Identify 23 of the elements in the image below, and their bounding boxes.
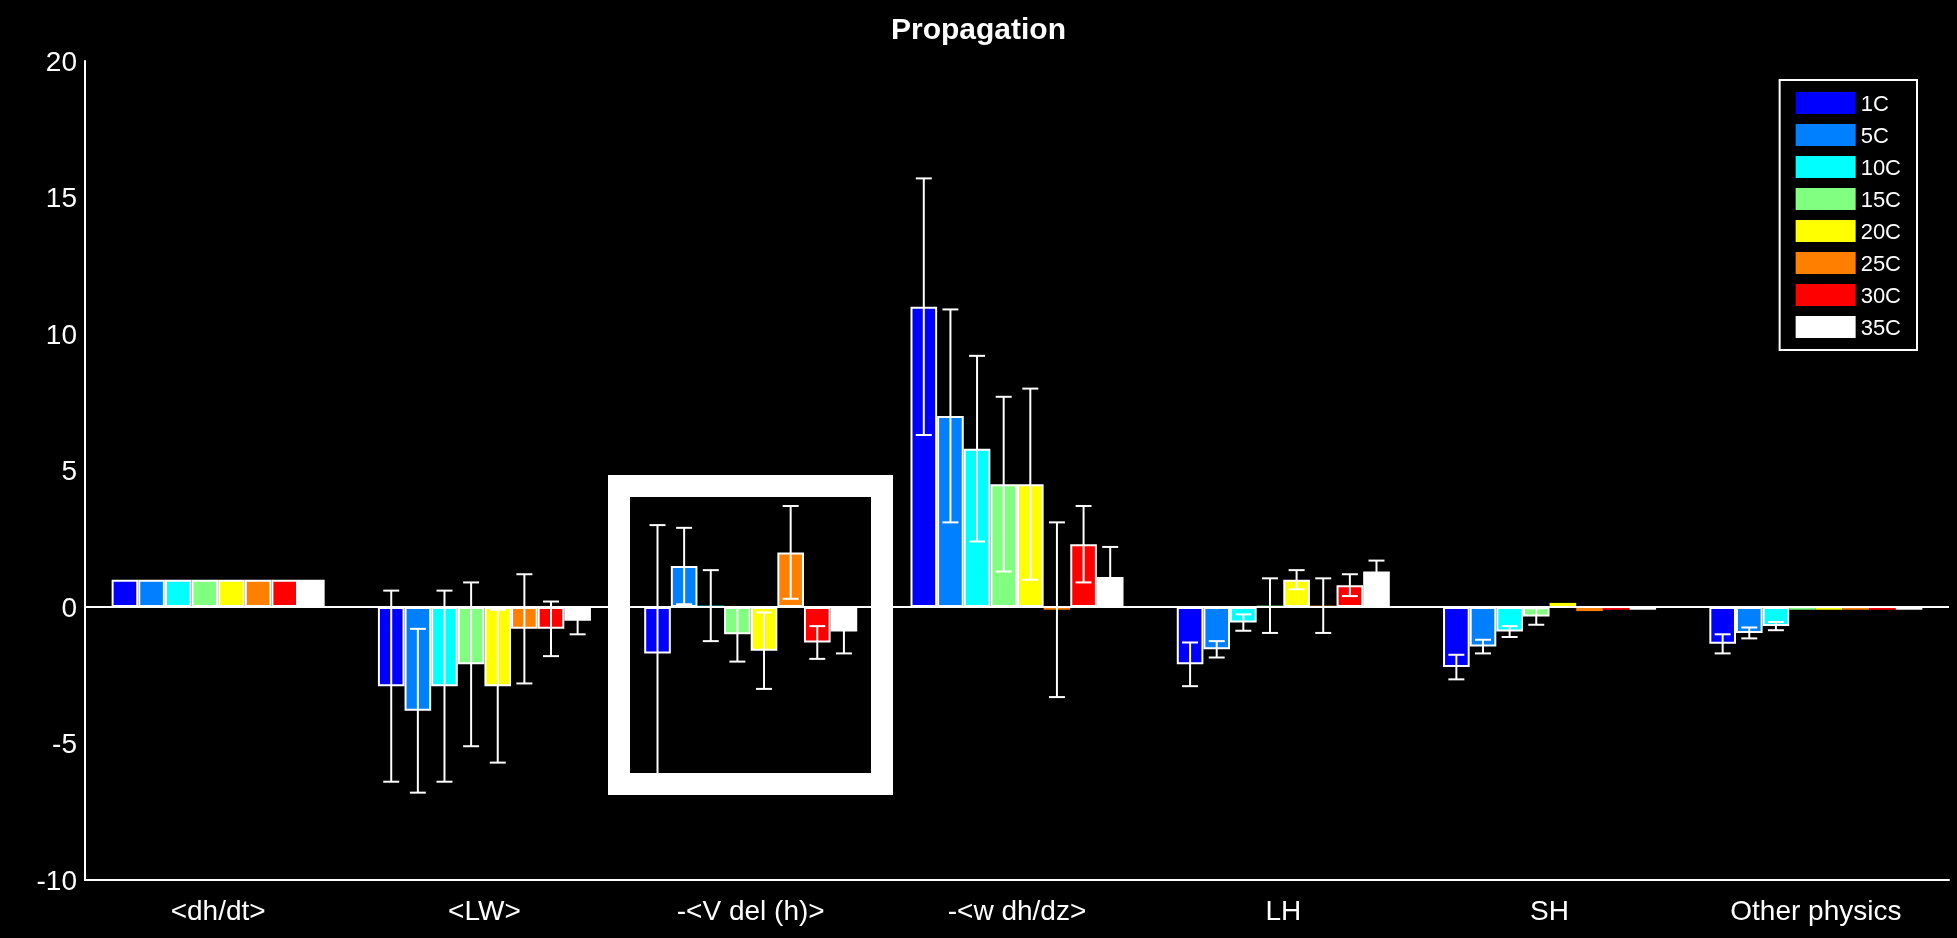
- x-tick-label: SH: [1530, 894, 1570, 926]
- y-tick-label: 15: [45, 182, 77, 213]
- x-tick-label: <LW>: [448, 894, 521, 926]
- legend-label: 35C: [1860, 314, 1902, 340]
- y-tick-label: 20: [45, 45, 77, 77]
- y-tick-label: 5: [61, 455, 77, 486]
- legend-label: 10C: [1860, 154, 1902, 180]
- y-tick-label: -5: [52, 728, 77, 759]
- legend-label: 20C: [1860, 218, 1902, 244]
- x-tick-label: <dh/dt>: [170, 894, 266, 926]
- legend-label: 1C: [1860, 90, 1889, 116]
- y-tick-label: 0: [61, 591, 77, 623]
- x-tick-label: -<w dh/dz>: [947, 894, 1087, 926]
- chart-title: Propagation: [890, 11, 1067, 45]
- legend-label: 30C: [1860, 282, 1902, 308]
- x-tick-label: LH: [1265, 894, 1302, 926]
- legend-label: 25C: [1860, 250, 1902, 276]
- legend-label: 15C: [1860, 186, 1902, 212]
- x-tick-label: -<V del (h)>: [676, 894, 825, 926]
- x-tick-label: Other physics: [1730, 894, 1902, 926]
- legend-label: 5C: [1860, 122, 1889, 148]
- y-tick-label: 10: [45, 318, 77, 350]
- y-tick-label: -10: [36, 864, 77, 896]
